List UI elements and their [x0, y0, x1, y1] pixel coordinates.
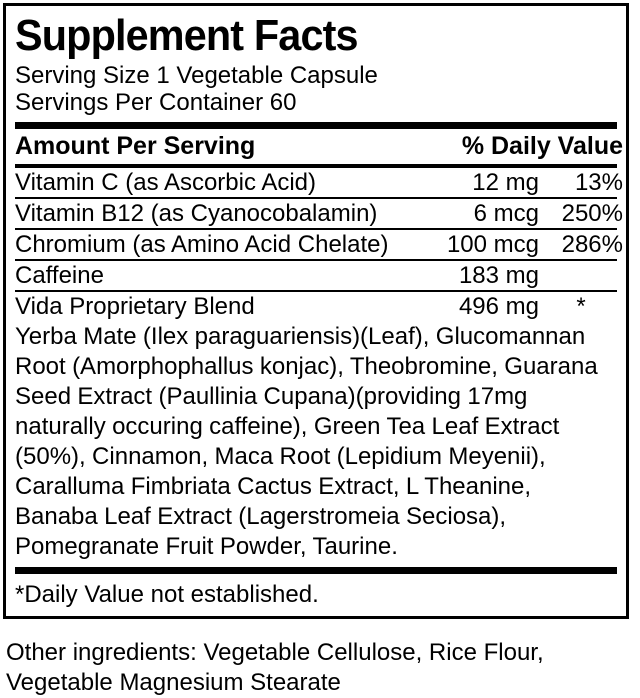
page-title: Supplement Facts — [15, 11, 359, 60]
header-amount-per-serving: Amount Per Serving — [15, 132, 256, 160]
nutrient-daily-value: 250% — [561, 200, 623, 227]
rule-thin-3 — [15, 259, 617, 261]
nutrient-table: Amount Per Serving % Daily Value — [15, 129, 623, 164]
nutrient-rows: Caffeine 183 mg — [15, 261, 623, 290]
table-row: Vida Proprietary Blend 496 mg * — [15, 292, 623, 321]
rule-thick-bottom — [15, 567, 617, 574]
nutrient-amount: 6 mcg — [473, 200, 539, 227]
nutrient-rows: Vitamin B12 (as Cyanocobalamin) 6 mcg 25… — [15, 199, 623, 228]
table-row: Vitamin C (as Ascorbic Acid) 12 mg 13% — [15, 168, 623, 197]
table-row: Vitamin B12 (as Cyanocobalamin) 6 mcg 25… — [15, 199, 623, 228]
rule-thin-1 — [15, 197, 617, 199]
nutrient-amount: 12 mg — [472, 169, 539, 196]
blend-amount: 496 mg — [458, 293, 539, 320]
nutrient-name: Chromium (as Amino Acid Chelate) — [15, 231, 389, 258]
nutrient-name: Caffeine — [15, 262, 104, 289]
nutrient-amount: 100 mcg — [446, 231, 539, 258]
table-row: Caffeine 183 mg — [15, 261, 623, 290]
rule-medium-under-header — [15, 164, 617, 168]
nutrient-daily-value: 13% — [574, 169, 623, 196]
rule-thin-2 — [15, 228, 617, 230]
other-ingredients-text: Other ingredients: Vegetable Cellulose, … — [6, 639, 544, 696]
servings-per-container-text: Servings Per Container 60 — [15, 89, 297, 116]
table-row: Chromium (as Amino Acid Chelate) 100 mcg… — [15, 230, 623, 259]
rule-thin-4 — [15, 290, 617, 292]
serving-info: Serving Size 1 Vegetable Capsule Serving… — [15, 62, 617, 122]
nutrient-name: Vitamin C (as Ascorbic Acid) — [15, 169, 316, 196]
nutrient-daily-value: 286% — [561, 231, 623, 258]
serving-size-text: Serving Size 1 Vegetable Capsule — [15, 62, 378, 89]
header-daily-value: % Daily Value — [461, 132, 624, 160]
blend-daily-value-asterisk: * — [576, 293, 586, 320]
daily-value-footnote: *Daily Value not established. — [15, 581, 319, 608]
rule-thick-top — [15, 122, 617, 129]
nutrient-name: Vitamin B12 (as Cyanocobalamin) — [15, 200, 378, 227]
blend-ingredients-text: Yerba Mate (Ilex paraguariensis)(Leaf), … — [15, 323, 598, 560]
supplement-facts-panel: Supplement Facts Serving Size 1 Vegetabl… — [3, 3, 629, 619]
nutrient-daily-value — [539, 261, 623, 290]
nutrient-amount: 183 mg — [458, 262, 539, 289]
proprietary-blend-row: Vida Proprietary Blend 496 mg * — [15, 292, 623, 321]
blend-name: Vida Proprietary Blend — [15, 293, 255, 320]
nutrient-rows: Chromium (as Amino Acid Chelate) 100 mcg… — [15, 230, 623, 259]
table-header-row: Amount Per Serving % Daily Value — [15, 129, 623, 164]
nutrient-rows: Vitamin C (as Ascorbic Acid) 12 mg 13% — [15, 168, 623, 197]
